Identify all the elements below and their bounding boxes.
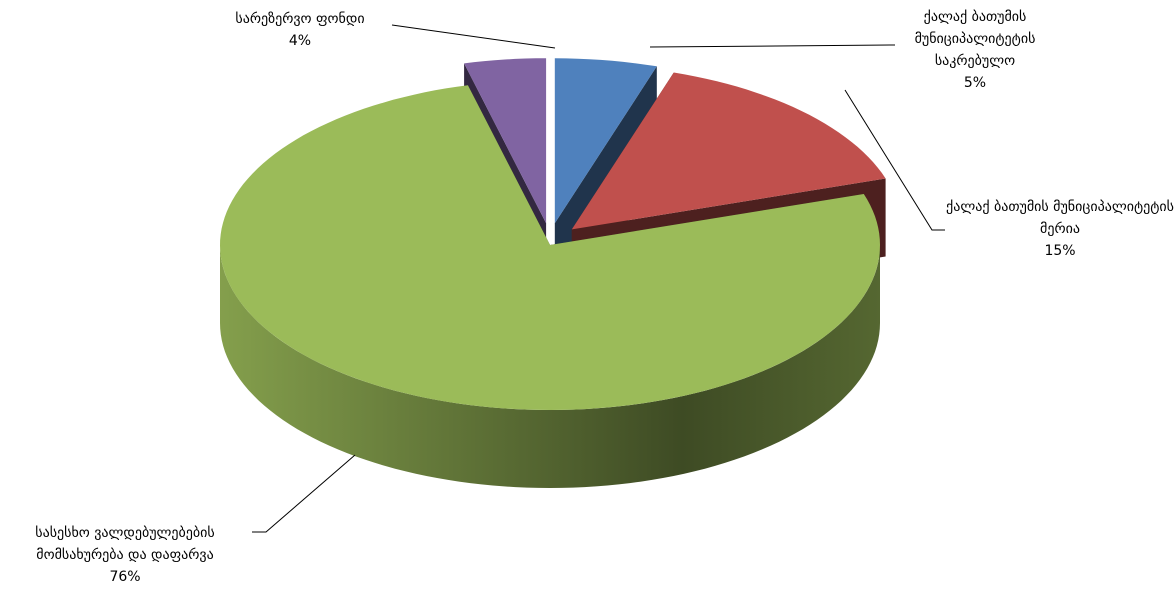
leader-line xyxy=(252,454,356,533)
slice-label: ქალაქ ბათუმის მუნიციპალიტეტის საკრებულო 5… xyxy=(885,6,1065,94)
value-label: 5% xyxy=(963,75,987,91)
category-name: სასესხო ვალდებულებების მომსახურება და და… xyxy=(35,525,215,563)
leader-line xyxy=(649,44,896,48)
slice-label: სასესხო ვალდებულებების მომსახურება და და… xyxy=(5,522,245,588)
leader-line xyxy=(391,24,556,49)
category-name: ქალაქ ბათუმის მუნიციპალიტეტის საკრებულო xyxy=(914,9,1036,69)
slice-label: სარეზერვო ფონდი 4% xyxy=(200,8,400,52)
category-name: ქალაქ ბათუმის მუნიციპალიტეტის მერია xyxy=(946,199,1174,237)
value-label: 15% xyxy=(1044,243,1076,259)
category-name: სარეზერვო ფონდი xyxy=(235,11,365,27)
slice xyxy=(571,72,886,230)
slice xyxy=(464,58,547,224)
value-label: 76% xyxy=(109,569,141,585)
slice xyxy=(220,85,880,410)
slice xyxy=(554,58,657,224)
slice-label: ქალაქ ბათუმის მუნიციპალიტეტის მერია 15% xyxy=(940,196,1175,262)
value-label: 4% xyxy=(288,33,312,49)
slice-wall xyxy=(220,245,880,488)
leader-line xyxy=(844,89,945,231)
